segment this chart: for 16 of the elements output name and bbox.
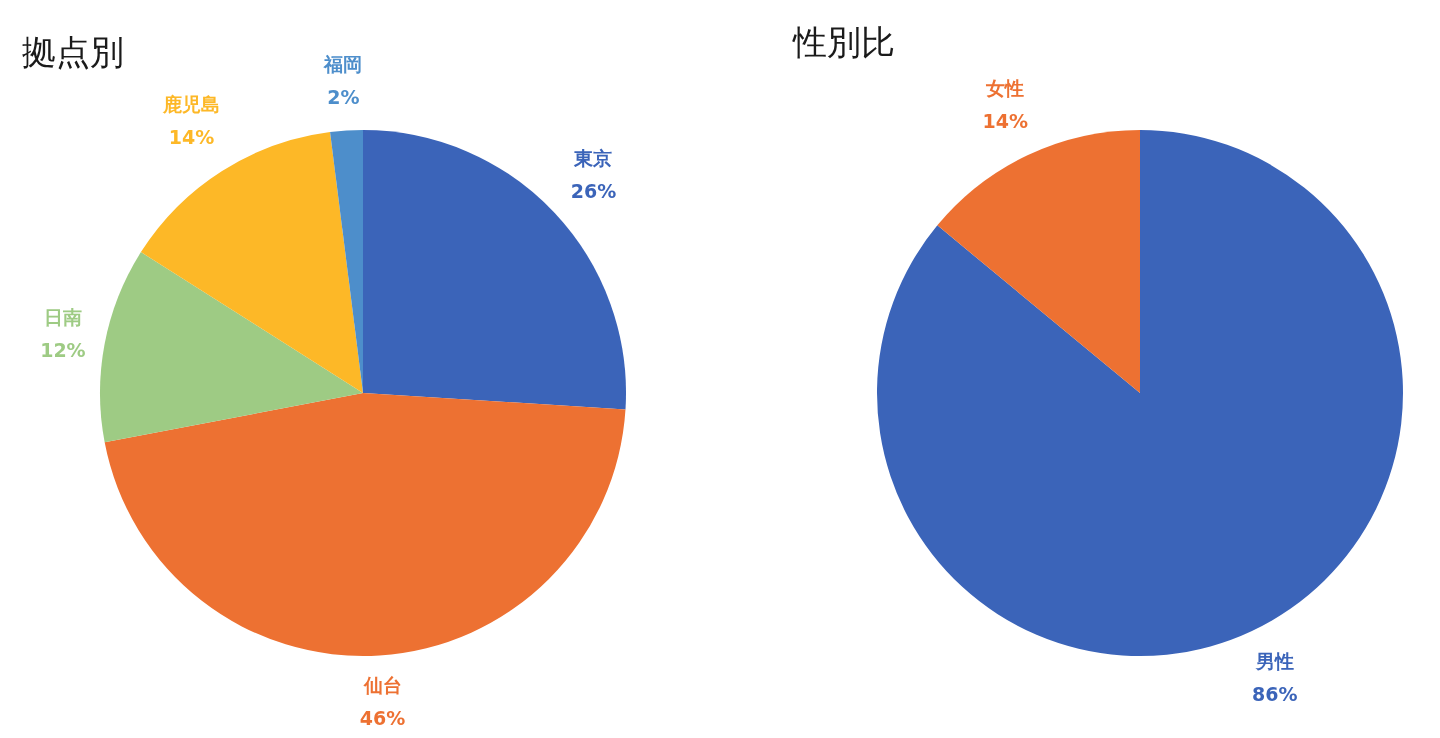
slice-label: 東京: [573, 147, 613, 170]
data-label: 14%: [982, 110, 1028, 133]
slice-label: 福岡: [323, 52, 363, 75]
slice-label: 仙台: [362, 674, 402, 697]
data-label: 2%: [327, 85, 360, 108]
slice-label: 男性: [1254, 649, 1294, 672]
data-label: 26%: [570, 180, 617, 203]
data-label: 12%: [40, 339, 86, 362]
data-label: 46%: [359, 707, 406, 730]
slice-label: 女性: [985, 77, 1025, 100]
chart-title: 性別比: [792, 21, 895, 62]
chart-title: 拠点別: [22, 31, 124, 72]
data-label: 86%: [1252, 682, 1298, 705]
data-label: 14%: [168, 126, 215, 149]
slice-label: 鹿児島: [161, 93, 220, 116]
slice-label: 日南: [43, 306, 82, 329]
